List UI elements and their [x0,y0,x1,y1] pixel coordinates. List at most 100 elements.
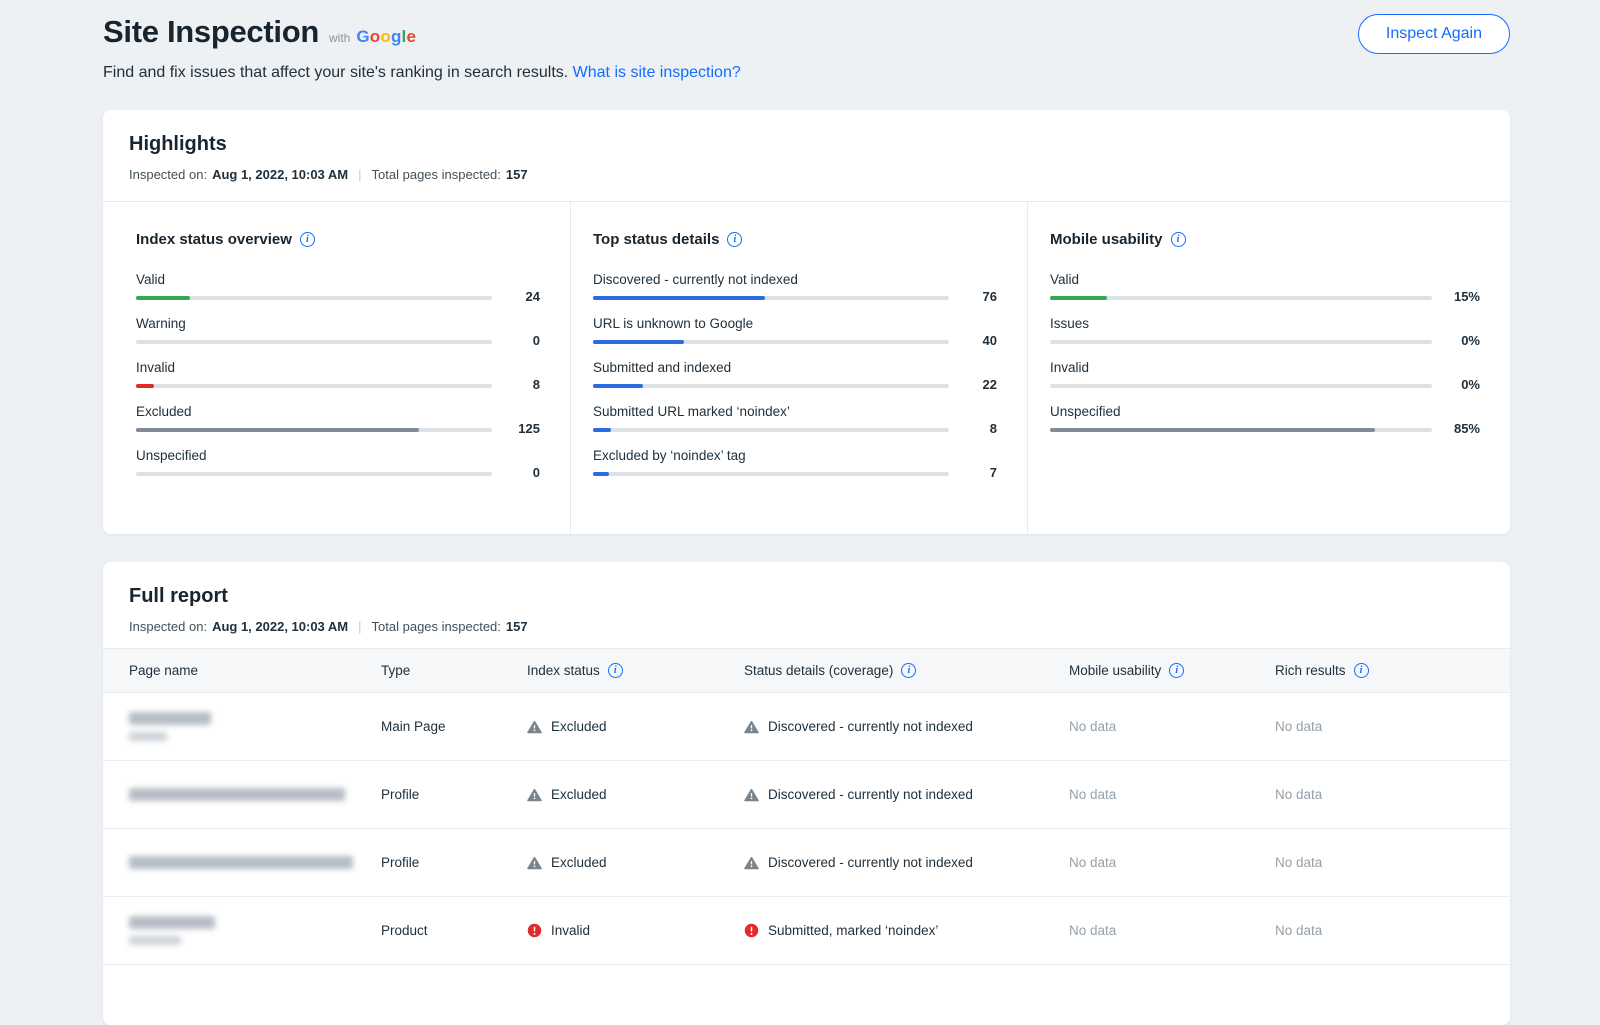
metric: Submitted URL marked ‘noindex’ 8 [593,404,997,436]
meta-divider: | [358,167,362,182]
mobile-usability: No data [1069,923,1117,938]
metric: Excluded by ‘noindex’ tag 7 [593,448,997,480]
table-row[interactable]: Profile Excluded Discovered - currently no… [103,761,1510,829]
inspected-on-value: Aug 1, 2022, 10:03 AM [212,167,349,182]
total-pages-value: 157 [505,619,528,634]
progress-fill [1050,428,1375,432]
warning-icon [527,720,542,733]
status-details: Discovered - currently not indexed [744,719,1069,734]
metric-label: Issues [1050,316,1090,331]
metric: Discovered - currently not indexed 76 [593,272,997,304]
page-type: Product [381,923,428,938]
index-status: Excluded [527,787,744,802]
column-title: Mobile usability i [1050,231,1480,248]
table-header-row: Page name Type Index status i Status details… [103,648,1510,693]
progress-bar [136,472,492,476]
metric-label: Unspecified [136,448,207,463]
metric-value: 15% [1453,289,1480,304]
table-row[interactable]: Profile Excluded Discovered - currently no… [103,829,1510,897]
metric: Unspecified 85% [1050,404,1480,436]
inspected-on-value: Aug 1, 2022, 10:03 AM [212,619,349,634]
metric-value: 7 [989,465,997,480]
full-report-card-header: Full report Inspected on: Aug 1, 2022, 1… [103,562,1510,648]
page: Site Inspection with Google Find and fix… [103,0,1510,1025]
metric-label: Valid [1050,272,1080,287]
page-title: Site Inspection [103,14,319,49]
highlights-title: Highlights [129,133,227,155]
highlights-columns: Index status overview i Valid 24 Warning 0 Inv… [103,202,1510,534]
info-icon[interactable]: i [1170,232,1186,247]
metric: Invalid 8 [136,360,540,392]
error-icon [527,923,542,938]
total-pages-label: Total pages inspected: [371,167,501,182]
metric: Warning 0 [136,316,540,348]
index-status: Excluded [527,855,744,870]
metric-label: Excluded by ‘noindex’ tag [593,448,746,463]
progress-fill [136,384,155,388]
metric-value: 0 [532,333,540,348]
metric-value: 125 [518,421,540,436]
metric-label: Unspecified [1050,404,1121,419]
progress-bar [593,340,949,344]
progress-bar [593,296,949,300]
google-logo: Google [356,27,417,46]
progress-bar [593,428,949,432]
info-icon[interactable]: i [299,232,315,247]
table-row[interactable]: Product Invalid Submitted, marked ‘noindex… [103,897,1510,965]
metric-label: Submitted URL marked ‘noindex’ [593,404,790,419]
metric-label: Valid [136,272,166,287]
column-header: Type [381,663,411,678]
progress-bar [1050,428,1432,432]
rich-results: No data [1275,855,1323,870]
progress-fill [136,428,420,432]
progress-fill [593,296,766,300]
rich-results: No data [1275,719,1323,734]
progress-bar [136,296,492,300]
metric: Unspecified 0 [136,448,540,480]
page-header: Site Inspection with Google Find and fix… [103,14,1510,82]
warning-icon [527,856,542,869]
metric: Submitted and indexed 22 [593,360,997,392]
inspect-again-button[interactable]: Inspect Again [1357,14,1510,54]
metric-label: Warning [136,316,186,331]
metric-value: 8 [532,377,540,392]
mobile-usability: No data [1069,719,1117,734]
status-details: Discovered - currently not indexed [744,855,1069,870]
warning-icon [744,856,759,869]
metric-value: 0% [1461,333,1480,348]
progress-fill [593,428,612,432]
highlight-column: Index status overview i Valid 24 Warning 0 Inv… [103,202,570,534]
what-is-site-inspection-link[interactable]: What is site inspection? [572,64,741,81]
info-icon[interactable]: i [1353,663,1369,678]
progress-fill [593,340,684,344]
column-title: Top status details i [593,231,997,248]
metric: URL is unknown to Google 40 [593,316,997,348]
info-icon[interactable]: i [1169,663,1185,678]
progress-bar [136,340,492,344]
info-icon[interactable]: i [727,232,743,247]
page-name-redacted [129,712,381,741]
table-row[interactable]: Main Page Excluded Discovered - currently … [103,693,1510,761]
title-block: Site Inspection with Google Find and fix… [103,14,741,82]
metric-label: Discovered - currently not indexed [593,272,798,287]
metric-value: 24 [525,289,540,304]
metric: Issues 0% [1050,316,1480,348]
progress-bar [136,384,492,388]
info-icon[interactable]: i [607,663,623,678]
page-type: Main Page [381,719,446,734]
page-subtitle: Find and fix issues that affect your sit… [103,64,569,81]
mobile-usability: No data [1069,787,1117,802]
info-icon[interactable]: i [901,663,917,678]
full-report-title: Full report [129,585,228,607]
full-report-card: Full report Inspected on: Aug 1, 2022, 1… [103,562,1510,1025]
progress-fill [593,384,643,388]
status-details: Discovered - currently not indexed [744,787,1069,802]
rich-results: No data [1275,787,1323,802]
total-pages-label: Total pages inspected: [371,619,501,634]
progress-bar [1050,384,1432,388]
metric-label: Excluded [136,404,192,419]
metric-label: Invalid [136,360,176,375]
inspected-on-label: Inspected on: [129,167,208,182]
page-name-redacted [129,788,381,801]
page-type: Profile [381,787,420,802]
